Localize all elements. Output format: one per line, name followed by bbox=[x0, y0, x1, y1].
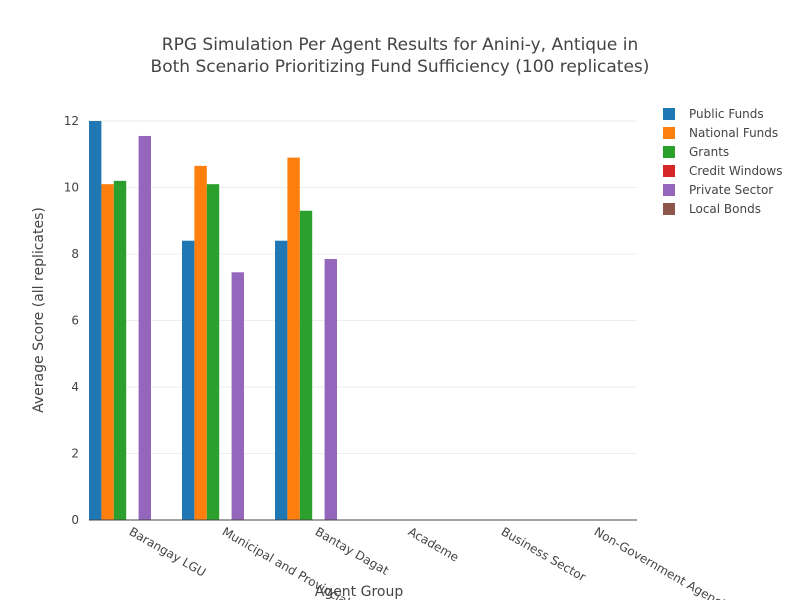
legend-swatch bbox=[663, 127, 675, 139]
y-tick-label: 0 bbox=[71, 513, 79, 527]
legend-swatch bbox=[663, 203, 675, 215]
legend-swatch bbox=[663, 165, 675, 177]
y-tick-label: 6 bbox=[71, 314, 79, 328]
y-tick-label: 4 bbox=[71, 380, 79, 394]
x-tick-label: Bantay Dagat bbox=[313, 524, 392, 577]
legend-swatch bbox=[663, 184, 675, 196]
chart-title: RPG Simulation Per Agent Results for Ani… bbox=[162, 35, 638, 55]
legend-label: National Funds bbox=[689, 126, 778, 140]
bar bbox=[275, 240, 288, 520]
bar bbox=[299, 210, 313, 520]
legend-label: Public Funds bbox=[689, 107, 764, 121]
y-axis-title: Average Score (all replicates) bbox=[31, 207, 47, 413]
y-tick-label: 12 bbox=[64, 114, 79, 128]
x-axis-title: Agent Group bbox=[315, 584, 404, 600]
legend-label: Private Sector bbox=[689, 183, 773, 197]
legend-label: Grants bbox=[689, 145, 729, 159]
x-tick-label: Barangay LGU bbox=[127, 524, 209, 579]
legend-label: Local Bonds bbox=[689, 202, 761, 216]
x-tick-label: Non-Government Agencies bbox=[592, 524, 739, 600]
bar bbox=[231, 272, 244, 520]
bar bbox=[101, 184, 114, 521]
bar bbox=[113, 180, 127, 520]
bar bbox=[89, 121, 102, 520]
legend-label: Credit Windows bbox=[689, 164, 782, 178]
bar bbox=[287, 157, 300, 520]
bar bbox=[138, 135, 151, 520]
legend-swatch bbox=[663, 146, 675, 158]
bar bbox=[206, 184, 220, 521]
y-tick-label: 8 bbox=[71, 247, 79, 261]
x-tick-label: Academe bbox=[406, 524, 462, 564]
y-tick-label: 10 bbox=[64, 181, 79, 195]
x-tick-label: Business Sector bbox=[499, 524, 589, 584]
bar bbox=[194, 165, 207, 520]
bar bbox=[324, 258, 337, 520]
y-tick-label: 2 bbox=[71, 447, 79, 461]
legend-swatch bbox=[663, 108, 675, 120]
chart-title: Both Scenario Prioritizing Fund Sufficie… bbox=[151, 57, 650, 77]
bar bbox=[182, 240, 195, 520]
